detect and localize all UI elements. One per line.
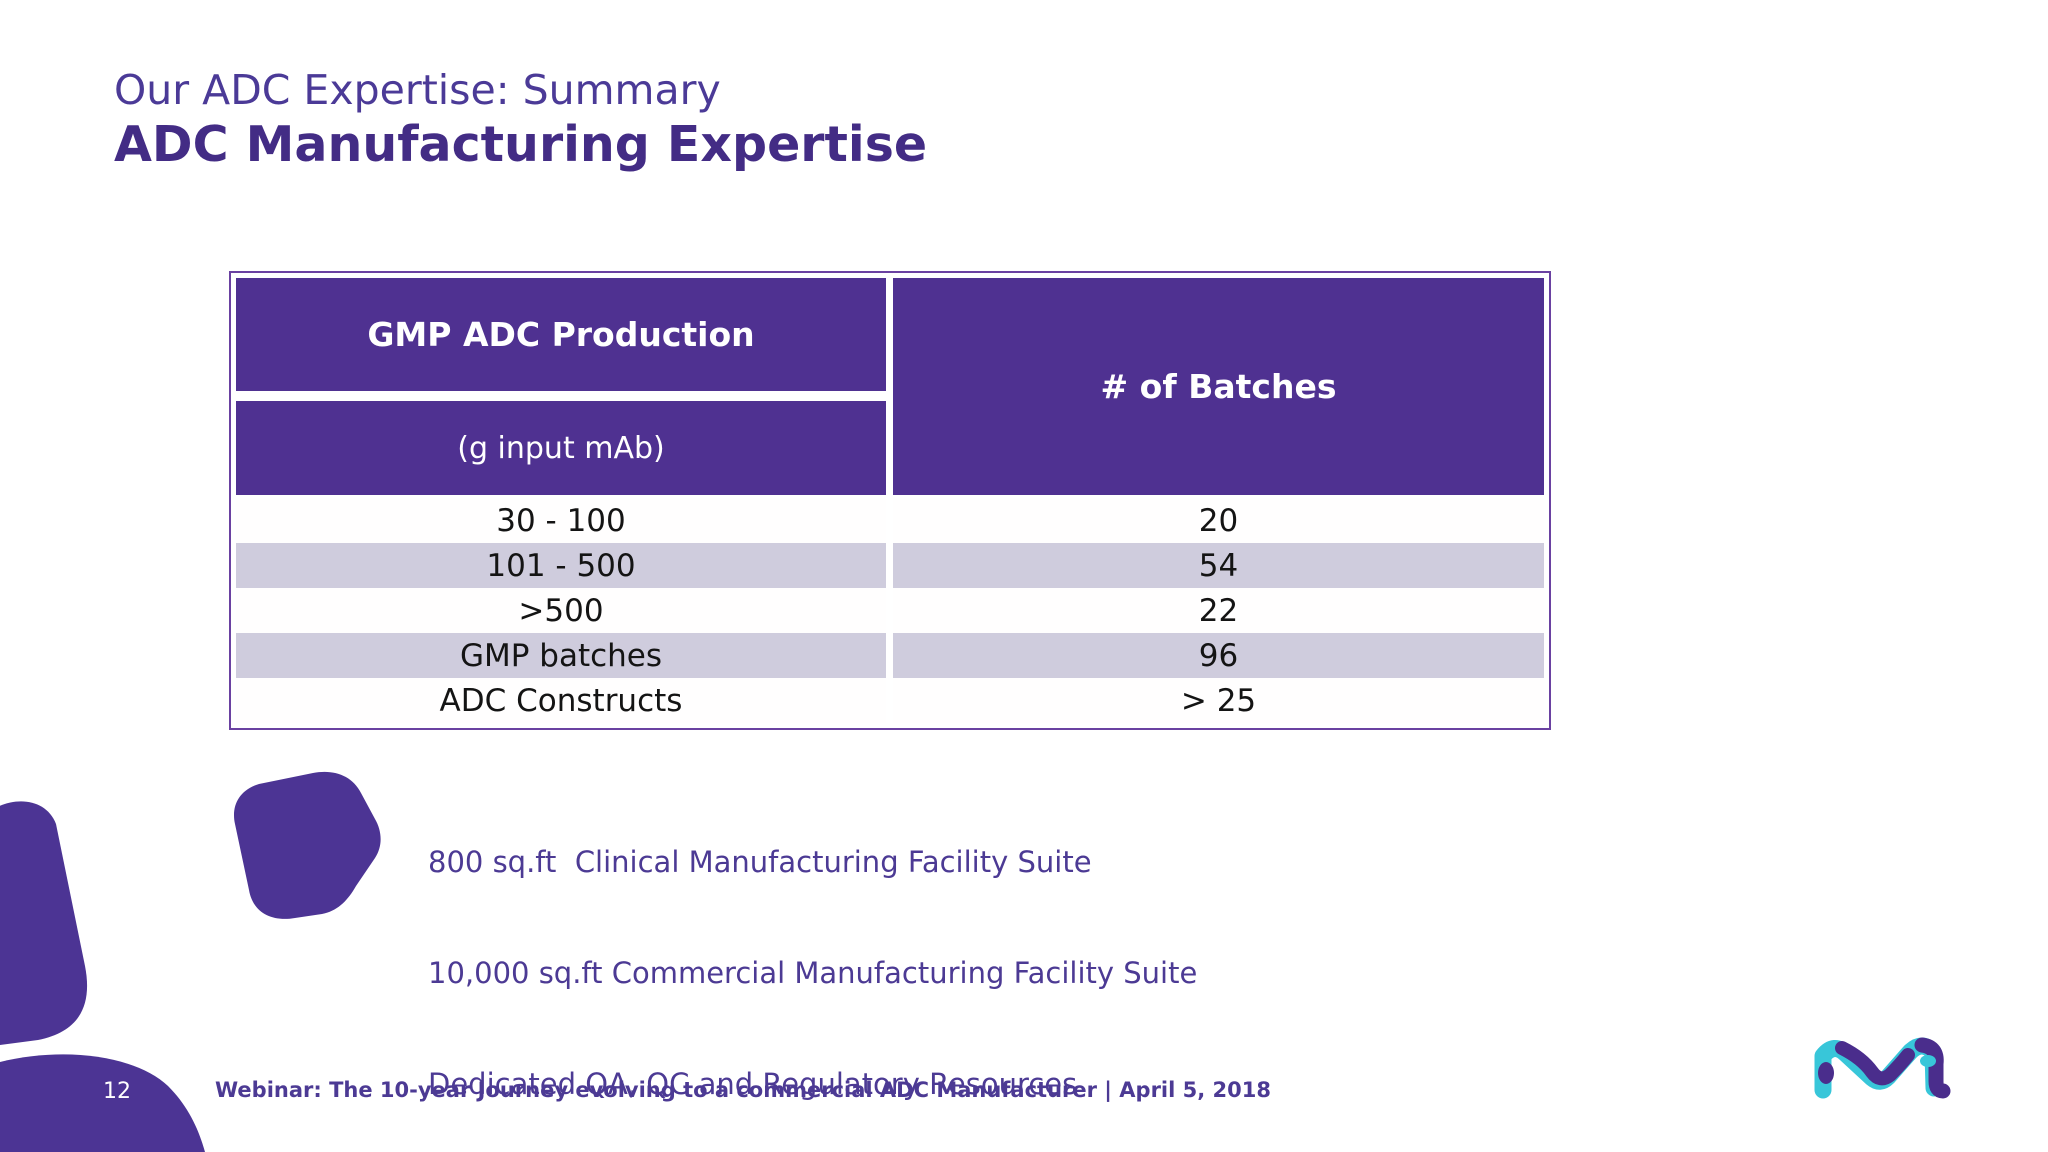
row-label: GMP batches xyxy=(236,633,886,678)
merck-m-logo-icon xyxy=(1814,1037,1951,1099)
table-row: GMP batches 96 xyxy=(236,633,1544,678)
row-label: ADC Constructs xyxy=(236,678,886,723)
highlight-line: Dedicated QA, QC and Regulatory Resource… xyxy=(428,1067,1078,1101)
highlight-line: 800 sq.ft Clinical Manufacturing Facilit… xyxy=(428,845,1092,879)
table-header-left: GMP ADC Production (g input mAb) xyxy=(236,278,886,495)
title-block: Our ADC Expertise: Summary ADC Manufactu… xyxy=(114,66,927,174)
slide-subtitle: Our ADC Expertise: Summary xyxy=(114,66,721,114)
row-value: 54 xyxy=(893,543,1544,588)
row-value: 96 xyxy=(893,633,1544,678)
page-number: 12 xyxy=(103,1079,131,1104)
table-header: GMP ADC Production (g input mAb) # of Ba… xyxy=(236,278,1544,495)
gmp-production-table: GMP ADC Production (g input mAb) # of Ba… xyxy=(229,271,1551,730)
slide-title: ADC Manufacturing Expertise xyxy=(114,116,928,174)
table-row: 30 - 100 20 xyxy=(236,498,1544,543)
footer-text: Webinar: The 10-year Journey evolving to… xyxy=(215,1078,1271,1102)
purple-pebble-icon xyxy=(234,771,381,919)
highlight-line: 10,000 sq.ft Commercial Manufacturing Fa… xyxy=(428,956,1198,990)
row-value: 20 xyxy=(893,498,1544,543)
table-row: ADC Constructs > 25 xyxy=(236,678,1544,723)
row-label: 30 - 100 xyxy=(236,498,886,543)
header-cell-g-input-mab: (g input mAb) xyxy=(236,401,886,495)
header-cell-num-batches: # of Batches xyxy=(893,278,1544,495)
table-body: 30 - 100 20 101 - 500 54 >500 22 GMP bat… xyxy=(236,498,1544,723)
table-row: >500 22 xyxy=(236,588,1544,633)
row-value: 22 xyxy=(893,588,1544,633)
table-row: 101 - 500 54 xyxy=(236,543,1544,588)
corner-decoration-shapes xyxy=(0,801,205,1152)
row-label: 101 - 500 xyxy=(236,543,886,588)
row-value: > 25 xyxy=(893,678,1544,723)
highlights-list: 800 sq.ft Clinical Manufacturing Facilit… xyxy=(428,770,1197,1152)
row-label: >500 xyxy=(236,588,886,633)
header-cell-gmp-adc-production: GMP ADC Production xyxy=(236,278,886,391)
